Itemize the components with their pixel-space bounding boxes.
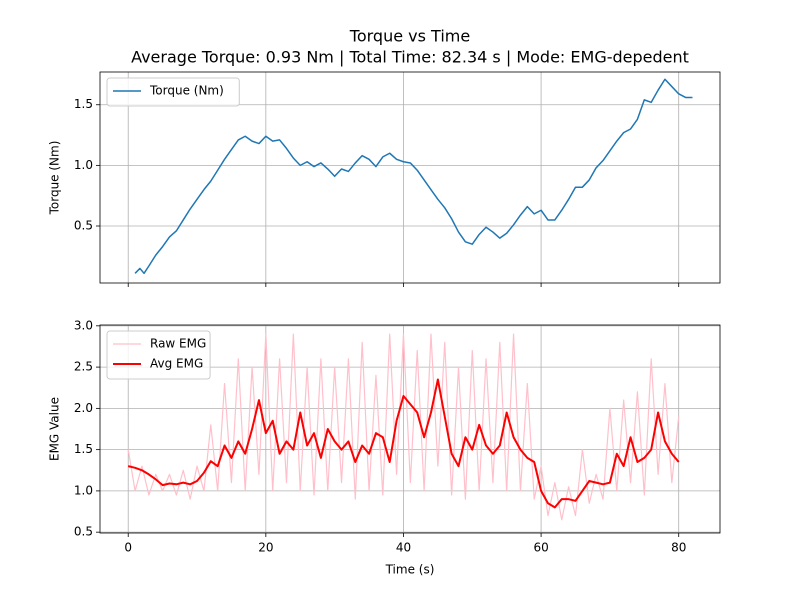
legend-label: Torque (Nm) xyxy=(149,84,224,98)
x-tick-label: 20 xyxy=(258,541,273,555)
x-tick-label: 80 xyxy=(671,541,686,555)
y-tick-label: 0.5 xyxy=(74,219,93,233)
y-tick-label: 1.0 xyxy=(74,158,93,172)
y-tick-label: 2.0 xyxy=(74,401,93,415)
legend-box xyxy=(106,77,240,107)
y-tick-label: 3.0 xyxy=(74,318,93,332)
y-axis-label: EMG Value xyxy=(48,397,62,461)
chart-subtitle: Average Torque: 0.93 Nm | Total Time: 82… xyxy=(131,48,689,67)
y-tick-label: 1.0 xyxy=(74,483,93,497)
y-tick-label: 1.5 xyxy=(74,442,93,456)
y-tick-label: 1.5 xyxy=(74,97,93,111)
legend-label: Raw EMG xyxy=(150,337,206,351)
y-tick-label: 0.5 xyxy=(74,525,93,539)
legend-label: Avg EMG xyxy=(150,357,203,371)
chart-title: Torque vs Time xyxy=(349,27,470,46)
data-line xyxy=(127,378,680,509)
x-tick-label: 0 xyxy=(124,541,132,555)
data-line xyxy=(134,78,693,275)
plot-frame xyxy=(99,324,721,534)
legend-box xyxy=(106,330,211,380)
y-tick-label: 2.5 xyxy=(74,360,93,374)
x-tick-label: 40 xyxy=(396,541,411,555)
plot-frame xyxy=(99,71,721,284)
y-axis-label: Torque (Nm) xyxy=(48,141,62,216)
x-axis-label: Time (s) xyxy=(385,563,435,577)
x-tick-label: 60 xyxy=(533,541,548,555)
